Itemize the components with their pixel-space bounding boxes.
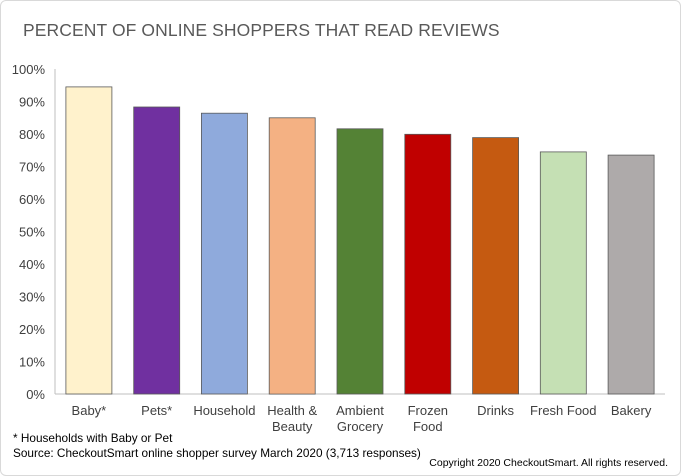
x-tick-label: Household (193, 403, 255, 418)
y-tick-label: 40% (19, 257, 45, 272)
x-tick-label: Baby* (72, 403, 107, 418)
y-tick-label: 10% (19, 355, 45, 370)
x-tick-label: Bakery (611, 403, 652, 418)
y-tick-labels: 0% 10% 20% 30% 40% 50% 60% 70% 80% 90% 100% (12, 62, 46, 402)
bar (539, 151, 587, 395)
footnote: * Households with Baby or Pet (13, 431, 173, 445)
bar (268, 117, 316, 395)
y-tick-label: 50% (19, 225, 45, 240)
bar (200, 112, 248, 395)
x-tick-labels: Baby* Pets* Household Health & Beauty Ambient… (72, 403, 652, 434)
y-tick-label: 0% (26, 387, 45, 402)
y-tick-label: 100% (12, 62, 46, 77)
source-note: Source: CheckoutSmart online shopper sur… (13, 446, 421, 460)
bar (133, 106, 181, 395)
x-tick-label: Health & Beauty (267, 403, 317, 434)
chart-title: PERCENT OF ONLINE SHOPPERS THAT READ REV… (23, 20, 500, 40)
x-tick-label: Pets* (141, 403, 172, 418)
y-tick-label: 30% (19, 290, 45, 305)
x-tick-label: Ambient Grocery (336, 403, 384, 434)
y-tick-label: 60% (19, 192, 45, 207)
bar (404, 133, 452, 395)
y-tick-label: 70% (19, 160, 45, 175)
bar (607, 154, 655, 395)
bars (65, 86, 655, 395)
bar (472, 137, 520, 395)
y-tick-label: 90% (19, 95, 45, 110)
x-tick-label: Fresh Food (530, 403, 596, 418)
y-tick-label: 80% (19, 127, 45, 142)
bar (336, 128, 384, 395)
copyright-note: Copyright 2020 CheckoutSmart. All rights… (429, 457, 668, 469)
x-tick-label: Frozen Food (408, 403, 448, 434)
y-tick-label: 20% (19, 322, 45, 337)
x-tick-label: Drinks (477, 403, 514, 418)
bar (65, 86, 113, 395)
